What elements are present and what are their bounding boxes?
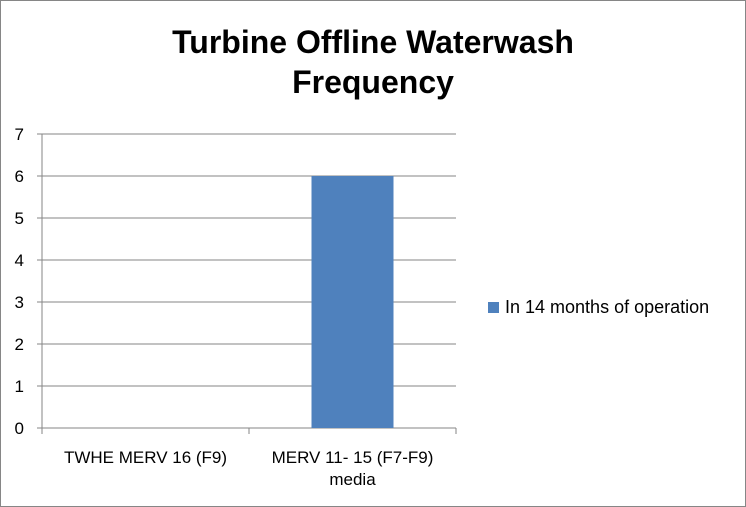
legend-label: In 14 months of operation — [505, 297, 710, 317]
bar — [311, 176, 394, 428]
y-tick-label: 3 — [15, 293, 24, 312]
chart-title-line-1: Turbine Offline Waterwash — [172, 24, 574, 60]
x-tick-label: TWHE MERV 16 (F9) — [64, 448, 227, 467]
legend: In 14 months of operation — [488, 297, 709, 318]
x-tick-label: media — [329, 470, 376, 489]
y-tick-label: 4 — [15, 251, 24, 270]
x-tick-label: MERV 11- 15 (F7-F9) — [272, 448, 434, 467]
y-tick-label: 7 — [15, 125, 24, 144]
y-tick-label: 5 — [15, 209, 24, 228]
y-tick-label: 2 — [15, 335, 24, 354]
legend-swatch — [488, 302, 499, 313]
chart-title: Turbine Offline Waterwash Frequency — [0, 22, 746, 102]
chart-title-line-2: Frequency — [292, 64, 454, 100]
y-tick-label: 6 — [15, 167, 24, 186]
y-tick-label: 1 — [15, 377, 24, 396]
y-tick-label: 0 — [15, 419, 24, 438]
